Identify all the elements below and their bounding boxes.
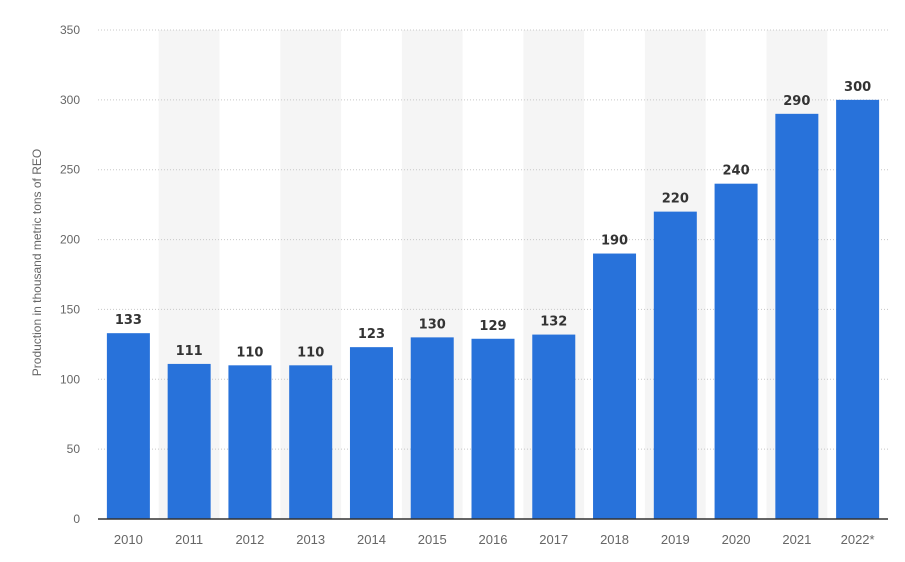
data-label: 123 <box>358 327 385 342</box>
data-label: 300 <box>844 80 871 95</box>
data-label: 110 <box>297 345 324 360</box>
y-tick-label: 300 <box>60 93 80 107</box>
x-tick-label: 2022* <box>841 532 875 547</box>
data-label: 111 <box>176 344 203 359</box>
y-axis-title: Production in thousand metric tons of RE… <box>30 149 44 376</box>
data-label: 110 <box>236 345 263 360</box>
bar-2022 <box>836 99 880 519</box>
bar-2011 <box>167 363 211 519</box>
bar-2014 <box>349 347 393 519</box>
x-tick-label: 2014 <box>357 532 386 547</box>
y-tick-label: 200 <box>60 233 80 247</box>
y-tick-label: 50 <box>67 442 81 456</box>
data-label: 130 <box>419 317 446 332</box>
data-label: 290 <box>783 94 810 109</box>
y-axis-tick-labels: 0 50 100 150 200 250 300 350 <box>60 23 80 526</box>
data-label: 220 <box>662 192 689 207</box>
bar-2020 <box>714 183 758 519</box>
data-label: 133 <box>115 313 142 328</box>
data-label: 132 <box>540 315 567 330</box>
bar-2021 <box>775 113 819 519</box>
x-tick-label: 2019 <box>661 532 690 547</box>
data-label: 190 <box>601 234 628 249</box>
x-tick-label: 2017 <box>539 532 568 547</box>
y-tick-label: 0 <box>73 512 80 526</box>
data-labels: 133 111 110 110 123 130 129 132 190 220 240 290 300 <box>115 80 871 360</box>
x-tick-label: 2021 <box>782 532 811 547</box>
y-tick-label: 150 <box>60 302 80 316</box>
y-tick-label: 250 <box>60 163 80 177</box>
x-tick-label: 2015 <box>418 532 447 547</box>
bar-2019 <box>653 211 697 519</box>
x-axis-tick-labels: 2010 2011 2012 2013 2014 2015 2016 2017 2018 2019… <box>114 532 875 547</box>
bar-2016 <box>471 338 515 519</box>
bars <box>106 99 880 520</box>
y-tick-label: 100 <box>60 372 80 386</box>
data-label: 240 <box>723 164 750 179</box>
x-tick-label: 2020 <box>722 532 751 547</box>
x-tick-label: 2018 <box>600 532 629 547</box>
bar-2010 <box>106 333 150 519</box>
x-tick-label: 2011 <box>175 532 203 547</box>
bar-2017 <box>532 334 576 519</box>
x-tick-label: 2016 <box>479 532 508 547</box>
bar-2013 <box>289 365 333 519</box>
bar-2015 <box>410 337 454 519</box>
y-tick-label: 350 <box>60 23 80 37</box>
bar-2012 <box>228 365 272 519</box>
bar-2018 <box>593 253 637 520</box>
x-tick-label: 2010 <box>114 532 143 547</box>
x-tick-label: 2013 <box>296 532 325 547</box>
x-tick-label: 2012 <box>235 532 264 547</box>
data-label: 129 <box>479 319 506 334</box>
